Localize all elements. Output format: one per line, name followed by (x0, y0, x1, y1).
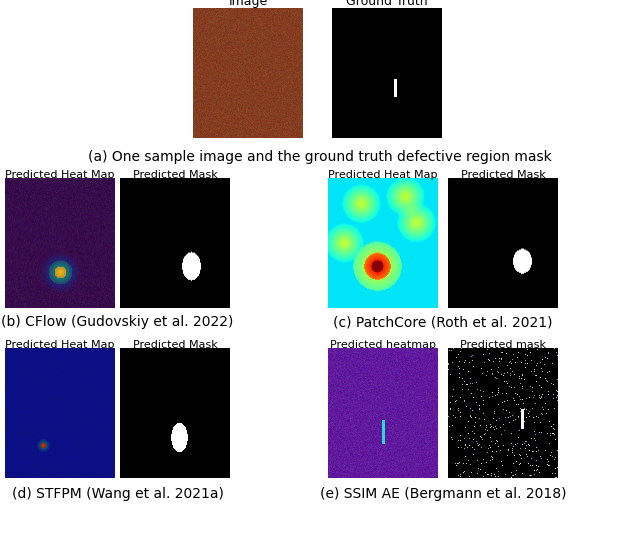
Text: (d) STFPM (Wang et al. 2021a): (d) STFPM (Wang et al. 2021a) (12, 487, 223, 501)
Text: Predicted Heat Map: Predicted Heat Map (5, 170, 115, 180)
Title: Ground Truth: Ground Truth (346, 0, 428, 8)
Text: (e) SSIM AE (Bergmann et al. 2018): (e) SSIM AE (Bergmann et al. 2018) (320, 487, 566, 501)
Text: Predicted Mask: Predicted Mask (132, 170, 218, 180)
Text: (a) One sample image and the ground truth defective region mask: (a) One sample image and the ground trut… (88, 150, 552, 164)
Text: Predicted Heat Map: Predicted Heat Map (328, 170, 438, 180)
Text: Predicted Mask: Predicted Mask (132, 340, 218, 350)
Title: Image: Image (228, 0, 268, 8)
Text: Predicted heatmap: Predicted heatmap (330, 340, 436, 350)
Text: (b) CFlow (Gudovskiy et al. 2022): (b) CFlow (Gudovskiy et al. 2022) (1, 315, 234, 329)
Text: Predicted Mask: Predicted Mask (461, 170, 545, 180)
Text: Predicted Heat Map: Predicted Heat Map (5, 340, 115, 350)
Text: (c) PatchCore (Roth et al. 2021): (c) PatchCore (Roth et al. 2021) (333, 315, 553, 329)
Text: Predicted mask: Predicted mask (460, 340, 546, 350)
